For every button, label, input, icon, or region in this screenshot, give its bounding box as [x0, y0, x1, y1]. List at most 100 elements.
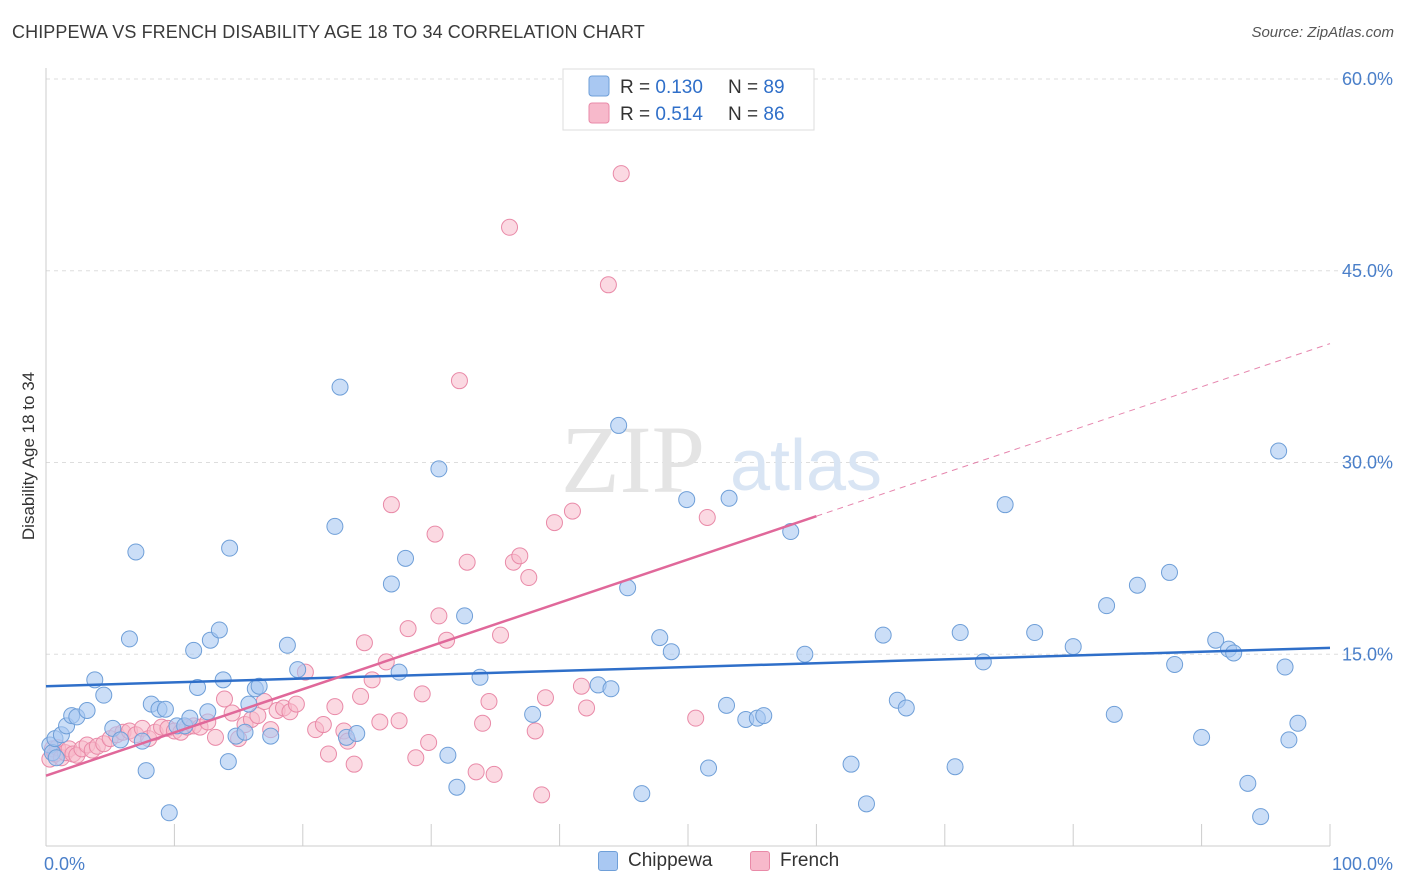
legend-r-label: R = [620, 77, 655, 98]
axes [45, 68, 1331, 847]
svg-text:R = 0.514: R = 0.514 [620, 104, 703, 125]
y-axis-label: Disability Age 18 to 34 [19, 372, 38, 540]
french-point [572, 677, 590, 695]
legend-r-value: 0.130 [655, 77, 703, 98]
chippewa-point [720, 489, 738, 507]
svg-text:R = 0.130: R = 0.130 [620, 77, 703, 98]
chippewa-point [602, 680, 620, 698]
chippewa-point [95, 686, 113, 704]
chippewa-point [1193, 728, 1211, 746]
chippewa-point [524, 705, 542, 723]
chippewa-point [382, 575, 400, 593]
french-point [206, 728, 224, 746]
chippewa-point [181, 709, 199, 727]
french-point [249, 707, 267, 725]
chippewa-point [456, 607, 474, 625]
french-point [474, 714, 492, 732]
french-point [467, 763, 485, 781]
french-point [612, 165, 630, 183]
series-legend: Chippewa French [0, 850, 1406, 878]
legend-n-value: 89 [763, 77, 784, 98]
chippewa-point [874, 626, 892, 644]
grid-lines [46, 78, 1390, 655]
chippewa-point [633, 785, 651, 803]
french-point [687, 709, 705, 727]
chippewa-point [236, 723, 254, 741]
trend-lines [45, 343, 1331, 777]
chippewa-point [111, 731, 129, 749]
chippewa-point [946, 758, 964, 776]
watermark-atlas: atlas [730, 426, 882, 506]
chippewa-point [219, 753, 237, 771]
chippewa-point [1161, 563, 1178, 581]
chippewa-point [471, 668, 489, 686]
chippewa-point [289, 661, 307, 679]
chippewa-point [397, 549, 415, 567]
legend-item-chippewa: Chippewa [598, 850, 713, 872]
chippewa-point [250, 677, 268, 695]
chippewa-point [137, 762, 155, 780]
french-point [407, 749, 425, 767]
chippewa-point [127, 543, 145, 561]
french-point [363, 671, 381, 689]
chippewa-point [278, 636, 296, 654]
chippewa-point [1239, 774, 1257, 792]
chippewa-point [160, 804, 178, 822]
chippewa-point [842, 755, 860, 773]
legend-r-label: R = [620, 104, 655, 125]
french-point [563, 502, 581, 520]
chippewa-point [210, 621, 228, 639]
y-tick-label: 45.0% [1342, 261, 1393, 281]
chippewa-point [1098, 597, 1116, 615]
chippewa-point [430, 460, 448, 478]
chippewa-point [951, 624, 969, 642]
french-point [480, 693, 498, 711]
chippewa-point [47, 749, 65, 767]
chippewa-point [1064, 638, 1082, 656]
chart-title: CHIPPEWA VS FRENCH DISABILITY AGE 18 TO … [12, 22, 645, 42]
french-point [511, 547, 529, 565]
tick-labels: 15.0% 30.0% 45.0% 60.0% 0.0% 100.0% [44, 69, 1393, 874]
chippewa-point [996, 496, 1014, 514]
y-tick-label: 30.0% [1342, 453, 1393, 473]
french-point [413, 685, 431, 703]
x-tick-label: 100.0% [1332, 854, 1393, 874]
french-point [426, 525, 444, 543]
french-point [485, 765, 503, 783]
chippewa-point [221, 539, 239, 557]
chippewa-points [41, 378, 1307, 826]
legend-swatch-french [588, 102, 610, 124]
french-trend-line [45, 515, 817, 777]
chippewa-point [755, 707, 773, 725]
french-point [355, 634, 373, 652]
y-tick-label: 15.0% [1342, 644, 1393, 664]
chippewa-point [156, 700, 174, 718]
french-trend-extension [816, 343, 1331, 517]
french-point [520, 569, 538, 587]
chippewa-point [1166, 655, 1184, 673]
french-point [287, 695, 305, 713]
french-point [352, 687, 370, 705]
french-point [420, 733, 438, 751]
chippewa-point [1289, 714, 1307, 732]
chippewa-point [120, 630, 138, 648]
chippewa-point [897, 699, 915, 717]
legend-box: R = 0.130 N = 89 R = 0.514 N = 86 [562, 68, 815, 131]
french-point [578, 699, 596, 717]
chippewa-point [651, 629, 669, 647]
french-point [314, 716, 332, 734]
french-point [430, 607, 448, 625]
legend-swatch-french [750, 851, 770, 871]
chippewa-point [1128, 576, 1146, 594]
chippewa-trend-line [45, 646, 1331, 688]
legend-n-value: 86 [763, 104, 784, 125]
french-point [450, 372, 468, 390]
chippewa-point [331, 378, 349, 396]
svg-text:N = 86: N = 86 [728, 104, 785, 125]
svg-text:N = 89: N = 89 [728, 77, 785, 98]
legend-n-label: N = [728, 77, 763, 98]
french-point [382, 496, 400, 514]
chippewa-point [189, 678, 207, 696]
chippewa-point [262, 727, 280, 745]
